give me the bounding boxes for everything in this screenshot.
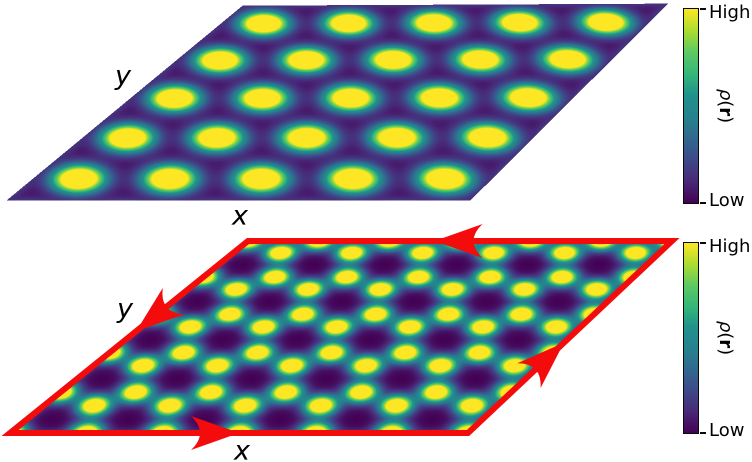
top-colorbar-gradient — [683, 8, 699, 204]
bottom-colorbar-tick-low — [700, 431, 706, 434]
top-colorbar-low-label: Low — [709, 190, 745, 211]
bottom-colorbar: High Low ρ(r) — [683, 238, 752, 440]
bottom-colorbar-tick-high — [700, 242, 706, 245]
top-colorbar-high-label: High — [709, 2, 751, 23]
bottom-y-axis-label: y — [117, 293, 133, 325]
top-colorbar-tick-high — [700, 8, 706, 11]
bottom-colorbar-high-label: High — [709, 236, 751, 257]
top-colorbar-tick-low — [700, 201, 706, 204]
bottom-colorbar-low-label: Low — [709, 420, 745, 441]
top-colorbar: High Low ρ(r) — [683, 4, 752, 210]
bottom-x-axis-label: x — [234, 435, 250, 462]
bottom-colorbar-gradient — [683, 242, 699, 434]
top-x-axis-label: x — [232, 200, 248, 232]
top-y-axis-label: y — [115, 60, 131, 92]
